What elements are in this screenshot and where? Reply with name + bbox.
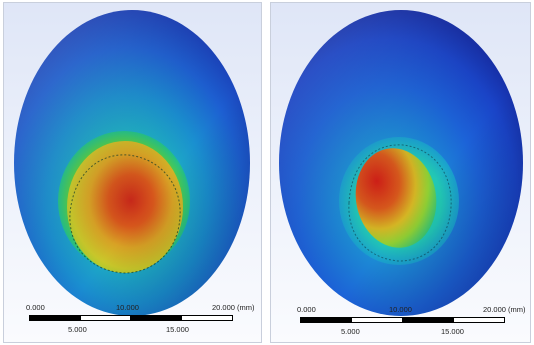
scale-seg-4 (453, 317, 505, 323)
scale-seg-2 (351, 317, 403, 323)
scale-seg-3 (402, 317, 454, 323)
scale-label-15: 15.000 (166, 325, 189, 334)
scale-label-10: 10.000 (116, 303, 139, 312)
shading (14, 10, 250, 316)
scale-bar-left: 0.000 10.000 20.000 (mm) 5.000 15.000 (4, 302, 261, 342)
scale-seg-3 (130, 315, 182, 321)
scale-label-20: 20.000 (mm) (483, 305, 526, 314)
contour-model-left (14, 10, 250, 316)
scale-seg-1 (29, 315, 81, 321)
scale-seg-4 (181, 315, 233, 321)
scale-label-0: 0.000 (297, 305, 316, 314)
scale-seg-2 (80, 315, 131, 321)
scale-label-5: 5.000 (68, 325, 87, 334)
shading (279, 10, 523, 316)
viewport-right[interactable]: 0.000 10.000 20.000 (mm) 5.000 15.000 (270, 2, 531, 343)
scale-bar-right: 0.000 10.000 20.000 (mm) 5.000 15.000 (271, 302, 530, 342)
scale-label-0: 0.000 (26, 303, 45, 312)
contour-model-right (279, 10, 523, 316)
viewport-left[interactable]: 0.000 10.000 20.000 (mm) 5.000 15.000 (3, 2, 262, 343)
scale-label-20: 20.000 (mm) (212, 303, 255, 312)
scale-label-5: 5.000 (341, 327, 360, 336)
scale-label-15: 15.000 (441, 327, 464, 336)
scale-seg-1 (300, 317, 352, 323)
scale-label-10: 10.000 (389, 305, 412, 314)
